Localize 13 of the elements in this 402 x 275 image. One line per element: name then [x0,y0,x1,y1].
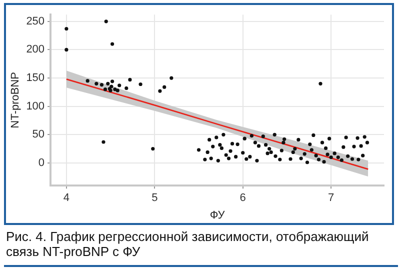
y-tick-label: 250 [26,15,45,28]
y-tick-label: 0 [38,156,45,169]
y-tick-label: 100 [26,100,45,112]
x-tick-label: 5 [152,192,158,204]
x-tick-label: 4 [63,192,70,204]
y-tick-label: 200 [26,44,45,56]
y-tick-label: 50 [32,128,45,141]
x-axis-title: ФУ [210,209,226,222]
x-tick-label: 6 [240,192,246,204]
y-tick-label: 150 [26,72,45,84]
x-tick-label: 7 [328,192,334,204]
text: Рис. 4. График регрессионной зависимости, отображающий связь NT-proBNP с ФУ [6,229,370,259]
y-axis-title: NT-proBNP [10,72,22,128]
